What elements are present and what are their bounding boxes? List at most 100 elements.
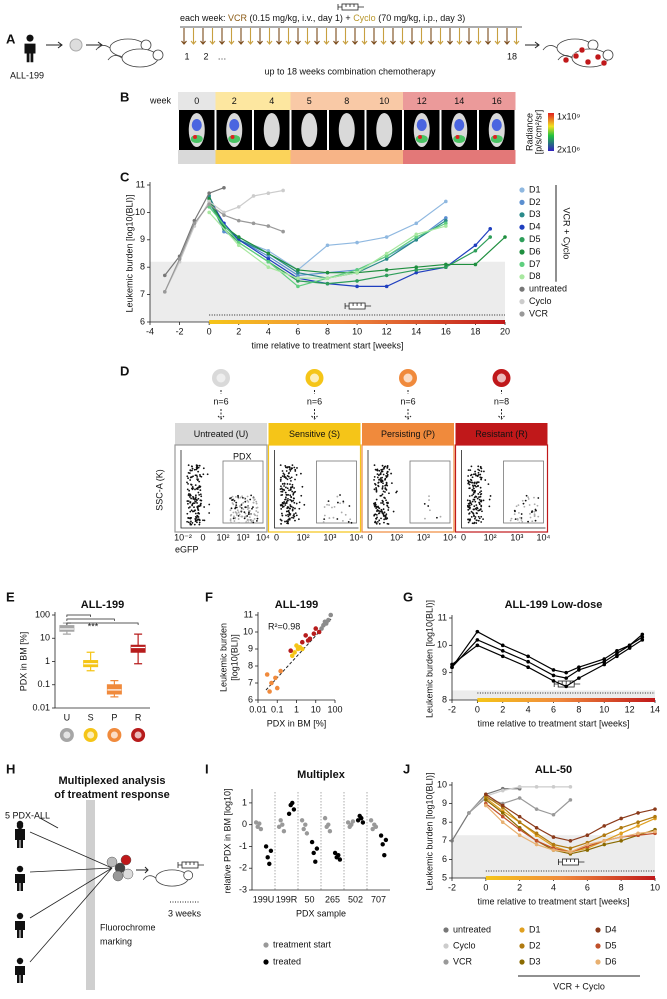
flow-event [383,466,385,469]
flow-event [386,522,389,525]
flow-event [429,509,431,512]
flow-event [199,493,202,496]
data-point [602,842,607,847]
legend-label: D7 [529,259,541,269]
data-point [517,827,522,832]
flow-tick: 10³ [236,532,249,542]
signal [418,135,422,139]
dose-arrow [238,28,244,45]
data-point [281,829,287,834]
radiance-label: [p/s/cm²/sr] [533,110,543,155]
flow-event [243,517,246,520]
x-tick-label: 18 [470,326,480,336]
legend-marker [519,927,525,933]
flow-event [291,508,294,511]
data-point [207,191,211,196]
arrow [217,390,225,420]
data-point [473,248,478,253]
data-point [236,235,241,239]
data-point [577,668,581,672]
flow-event [381,476,383,479]
flow-event [282,505,285,508]
data-point [255,824,260,830]
data-point [627,646,632,650]
data-point [273,675,278,681]
legend-marker [519,274,525,280]
data-point [384,254,389,259]
x-tick-label: -4 [146,326,154,336]
data-point [380,842,385,847]
flow-event [476,519,478,522]
dose-arrow [513,28,520,45]
legend-marker [519,199,525,205]
y-tick-label: 8 [442,694,447,704]
data-point [534,839,539,843]
flow-event [332,516,335,519]
flow-event [380,510,382,513]
x-tick-label: 0.01 [249,704,267,714]
x-tick-label: 14 [650,704,660,714]
data-point [326,822,331,827]
data-point [373,824,379,830]
syringe-arrow [39,817,59,829]
flow-event [292,493,295,496]
data-point [307,636,313,642]
legend-label: Cyclo [529,296,552,306]
flow-event [375,487,377,489]
flow-event [477,481,480,484]
data-point [602,659,607,664]
data-point [568,839,573,843]
x-tick-label: 2 [500,704,505,714]
flow-event [382,503,385,506]
flow-event [468,512,471,515]
flow-event [483,470,485,473]
data-point [615,649,619,653]
flow-event [388,492,390,495]
flow-tick: 0 [461,532,466,542]
series-line [451,633,643,679]
data-point [384,273,389,278]
flow-event [480,476,483,479]
data-point [444,199,448,204]
signal [454,119,465,131]
flow-event [287,522,290,525]
flow-event [295,474,298,476]
flow-event [285,470,288,472]
legend-label: D6 [529,246,541,256]
flow-event [202,467,205,470]
flow-event [300,494,303,497]
flow-event [285,510,288,513]
flow-event [199,485,202,488]
flow-event [232,503,235,506]
flow-event [473,489,476,492]
flow-event [194,494,197,497]
flow-event [469,501,472,503]
flow-event [285,486,287,489]
flow-frame [454,444,549,533]
y-tick-label: 7 [442,835,447,845]
syringe-icon [177,862,204,868]
h-title: of treatment response [54,789,170,801]
flow-event [279,518,282,521]
panel-letter: D [120,363,129,378]
legend-marker [519,224,525,230]
pdx-gate [222,460,264,524]
x-tick-label: 0 [207,326,212,336]
flow-event [188,472,191,475]
x-tick-label: 8 [325,326,330,336]
y-axis-label: Leukemic burden [log10(BLI)] [424,772,434,890]
data-point [311,850,316,856]
panel-letter: B [120,89,129,104]
sig-bracket [66,622,139,625]
data-point [551,848,556,852]
y-axis-label: Leukemic burden [log10(BLI)] [424,600,434,718]
data-point [444,216,448,220]
flow-event [196,508,199,510]
y-tick-label: 0 [242,819,247,829]
arrow [29,867,113,873]
data-point [568,798,573,802]
flow-tick: 0 [200,532,205,542]
data-point [286,811,292,816]
flow-event [342,500,345,503]
flow-event [336,518,339,520]
